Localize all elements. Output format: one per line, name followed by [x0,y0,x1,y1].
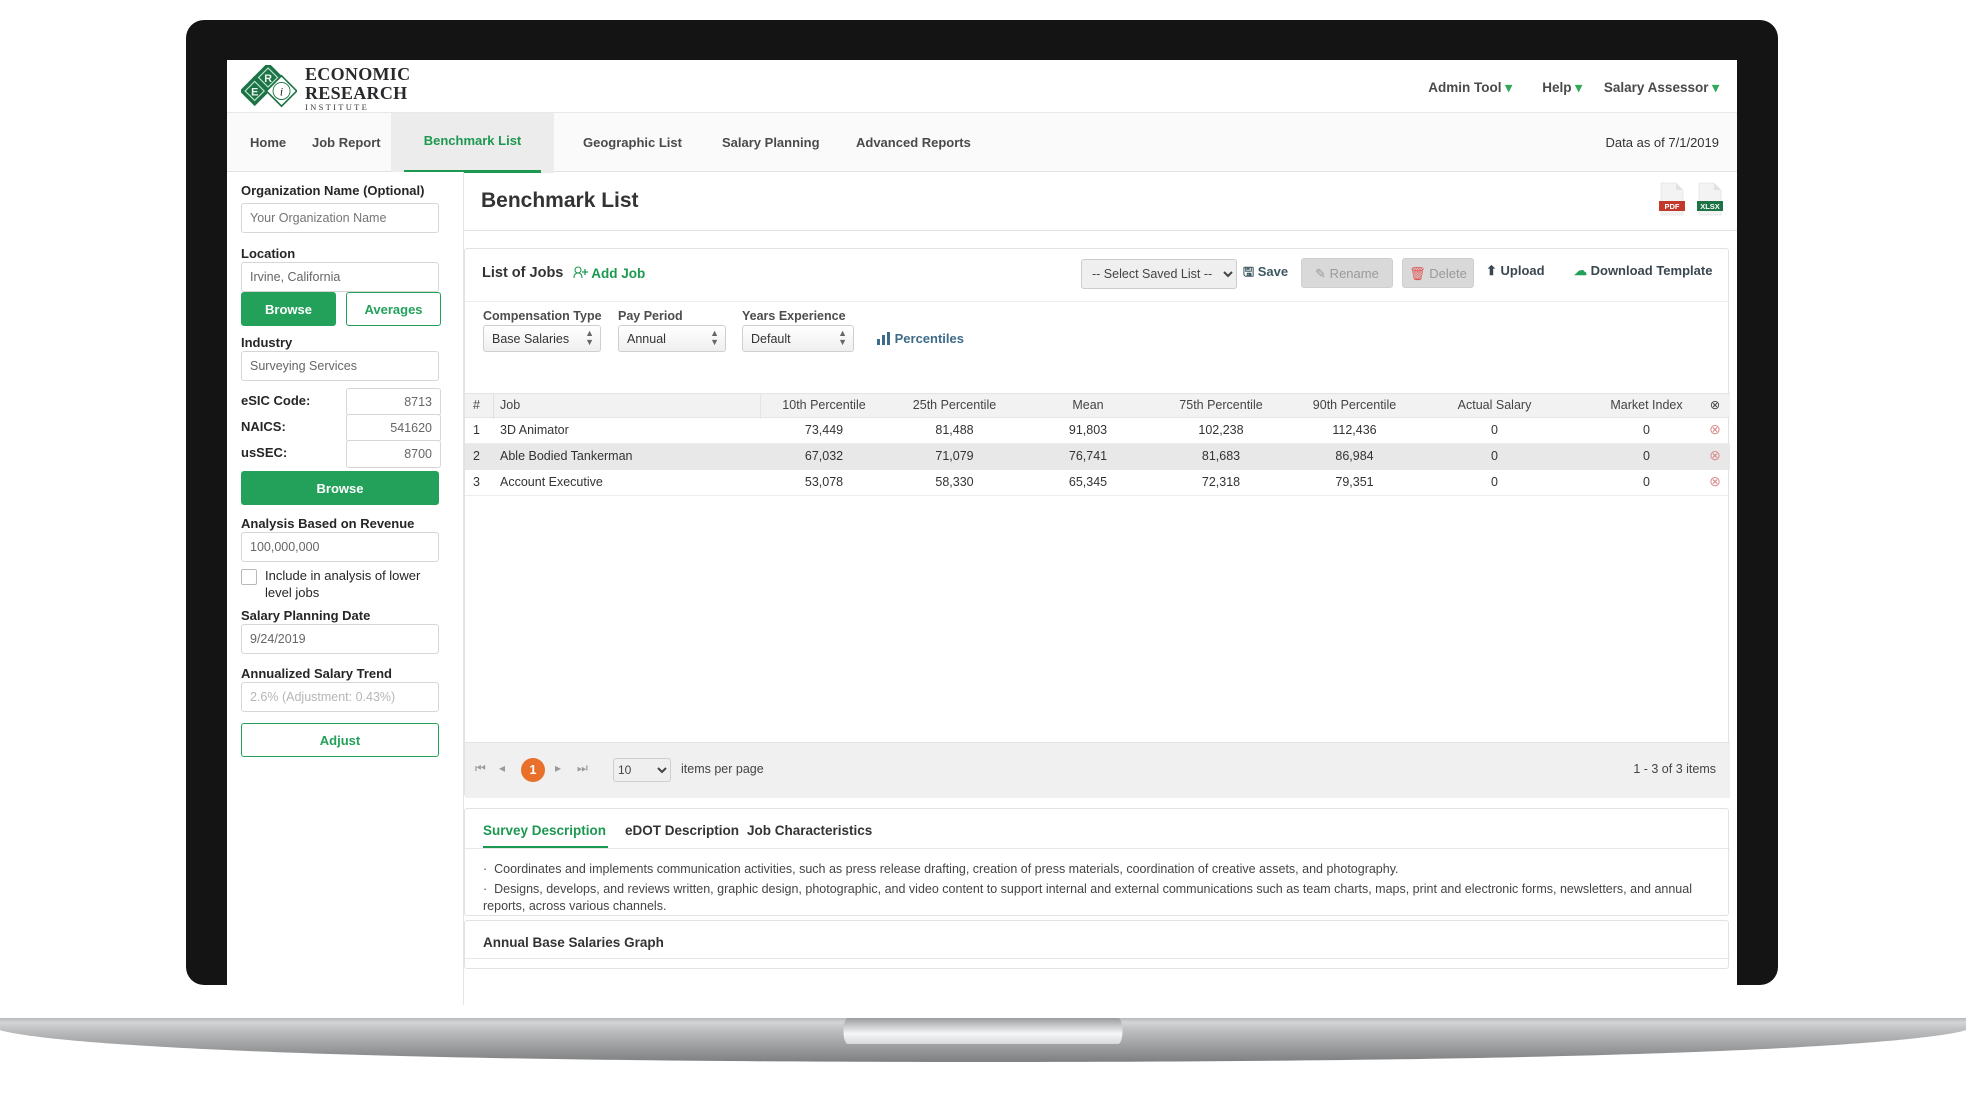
svg-text:PDF: PDF [1665,202,1680,211]
svg-text:E: E [251,86,258,98]
svg-text:i: i [280,85,283,98]
svg-text:R: R [264,73,272,85]
svg-text:XLSX: XLSX [1700,202,1720,211]
